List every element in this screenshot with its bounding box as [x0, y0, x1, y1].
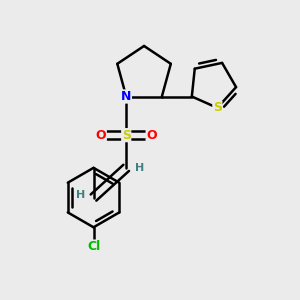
- Text: H: H: [76, 190, 85, 200]
- Text: N: N: [121, 90, 131, 103]
- Text: H: H: [135, 163, 144, 173]
- Text: O: O: [96, 129, 106, 142]
- Text: O: O: [146, 129, 157, 142]
- Text: S: S: [213, 101, 222, 114]
- Text: S: S: [122, 129, 131, 142]
- Text: Cl: Cl: [87, 240, 100, 253]
